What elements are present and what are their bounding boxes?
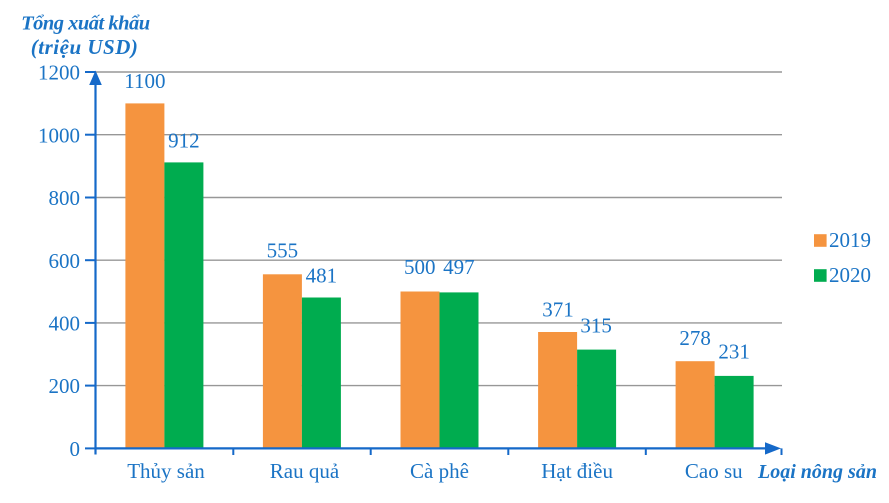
svg-text:278: 278: [679, 326, 711, 350]
svg-text:Rau quả: Rau quả: [270, 459, 340, 483]
svg-text:(triệu USD): (triệu USD): [31, 35, 139, 59]
svg-text:Loại nông sản: Loại nông sản: [757, 461, 877, 483]
svg-text:497: 497: [443, 255, 475, 279]
svg-text:231: 231: [718, 340, 750, 364]
svg-text:800: 800: [49, 186, 81, 210]
svg-text:371: 371: [542, 298, 574, 322]
svg-text:500: 500: [404, 255, 436, 279]
svg-text:2020: 2020: [829, 263, 871, 287]
svg-text:481: 481: [306, 264, 338, 288]
svg-text:1200: 1200: [38, 61, 80, 85]
svg-text:555: 555: [267, 239, 299, 263]
svg-text:1000: 1000: [38, 123, 80, 147]
svg-text:400: 400: [49, 312, 81, 336]
svg-text:Thủy sản: Thủy sản: [127, 459, 205, 483]
svg-text:600: 600: [49, 249, 81, 273]
svg-text:Hạt điều: Hạt điều: [541, 459, 613, 483]
svg-text:2019: 2019: [829, 228, 871, 252]
svg-text:Tổng xuất khẩu: Tổng xuất khẩu: [21, 13, 150, 35]
svg-text:200: 200: [49, 374, 81, 398]
svg-text:912: 912: [168, 128, 200, 152]
svg-text:1100: 1100: [124, 69, 165, 93]
svg-text:Cao su: Cao su: [685, 459, 743, 483]
svg-text:Cà phê: Cà phê: [410, 459, 469, 483]
svg-text:315: 315: [580, 314, 612, 338]
svg-text:0: 0: [70, 437, 81, 461]
